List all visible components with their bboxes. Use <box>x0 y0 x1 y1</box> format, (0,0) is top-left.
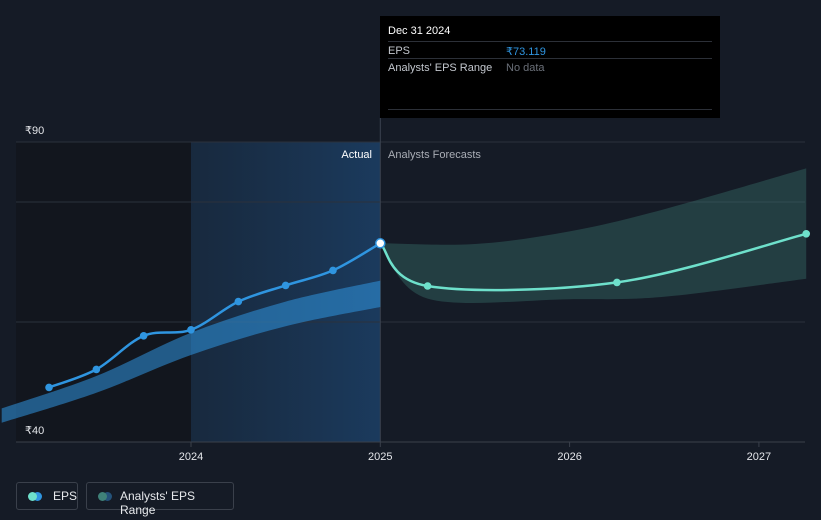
forecast-region-label: Analysts Forecasts <box>388 149 481 161</box>
eps-point-actual[interactable] <box>45 383 53 392</box>
eps-lines <box>47 232 808 389</box>
eps-range-area-forecast <box>380 168 807 303</box>
tooltip-range-value: No data <box>506 62 545 74</box>
tooltip-eps-value: ₹73.119 <box>506 46 546 58</box>
eps-points[interactable] <box>45 230 811 392</box>
tooltip-eps-label: EPS <box>388 45 411 57</box>
legend-range-marker-back <box>103 492 112 501</box>
y-tick-label-bottom: ₹40 <box>25 425 44 437</box>
eps-line-actual <box>47 242 382 389</box>
eps-point-actual[interactable] <box>139 332 148 340</box>
eps-point-actual[interactable] <box>187 326 195 334</box>
x-tick-label: 2025 <box>368 451 392 463</box>
legend-eps-marker-back <box>33 492 42 501</box>
tooltip-row-eps: EPS ₹73.119 <box>388 41 712 59</box>
hover-tooltip: Dec 31 2024 EPS ₹73.119 Analysts' EPS Ra… <box>380 16 720 118</box>
tooltip-row-range: Analysts' EPS Range No data <box>388 58 712 76</box>
eps-point-actual[interactable] <box>375 238 386 249</box>
y-tick-label-top: ₹90 <box>25 125 44 137</box>
actual-region-label: Actual <box>341 149 372 161</box>
eps-point-actual[interactable] <box>329 266 337 275</box>
eps-point-actual[interactable] <box>234 297 243 306</box>
tooltip-divider <box>388 109 712 110</box>
legend-eps-label: EPS <box>53 489 78 503</box>
legend-item-eps-range[interactable]: Analysts' EPS Range <box>86 482 234 517</box>
range-areas <box>1 168 807 423</box>
eps-point-actual[interactable] <box>92 365 101 374</box>
x-tick-label: 2027 <box>747 451 771 463</box>
legend-range-marker-front <box>98 492 107 501</box>
eps-point-forecast[interactable] <box>802 230 811 238</box>
legend-eps-marker-front <box>28 492 37 501</box>
tooltip-range-label: Analysts' EPS Range <box>388 62 493 74</box>
past-region-shade <box>16 142 191 442</box>
x-axis-ticks: 2024 2025 2026 2027 <box>179 442 771 463</box>
eps-point-forecast[interactable] <box>613 278 621 287</box>
eps-point-forecast[interactable] <box>423 282 432 290</box>
x-tick-label: 2024 <box>179 451 203 463</box>
eps-line-forecast <box>379 232 808 292</box>
legend-item-eps[interactable]: EPS <box>16 482 78 510</box>
legend-range-label: Analysts' EPS Range <box>120 489 195 517</box>
chart-gridlines <box>16 118 805 443</box>
chart-labels: ₹90 ₹40 Actual Analysts Forecasts <box>25 125 481 437</box>
x-tick-label: 2026 <box>557 451 581 463</box>
tooltip-date: Dec 31 2024 <box>388 25 451 37</box>
eps-point-actual[interactable] <box>281 281 290 290</box>
eps-range-area-actual <box>1 280 381 423</box>
